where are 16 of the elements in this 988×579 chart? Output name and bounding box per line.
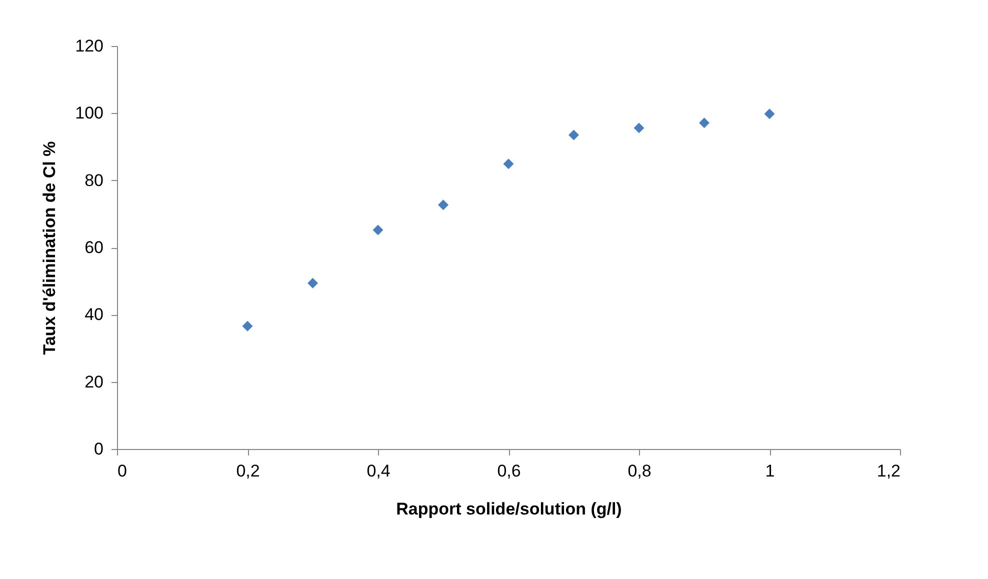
y-tick-label: 80 [84,170,104,190]
y-tick-label: 20 [84,372,104,392]
x-tick-label: 1 [765,462,775,480]
x-axis-title: Rapport solide/solution (g/l) [396,500,622,518]
x-tick-label: 0 [118,462,127,480]
x-tick-label: 0,8 [628,462,652,480]
x-tick-label: 0,4 [366,462,390,480]
y-axis-title: Taux d'élimination de Cl % [40,141,60,355]
y-tick-label: 40 [84,305,104,324]
x-tick-label: 0,6 [497,462,521,480]
y-tick-label: 120 [75,36,104,56]
x-tick-label: 1,2 [876,462,900,480]
y-tick-label: 100 [75,104,104,123]
y-tick-label: 60 [84,238,104,257]
y-tick-label: 0 [94,440,104,458]
x-tick-label: 0,2 [236,462,260,480]
